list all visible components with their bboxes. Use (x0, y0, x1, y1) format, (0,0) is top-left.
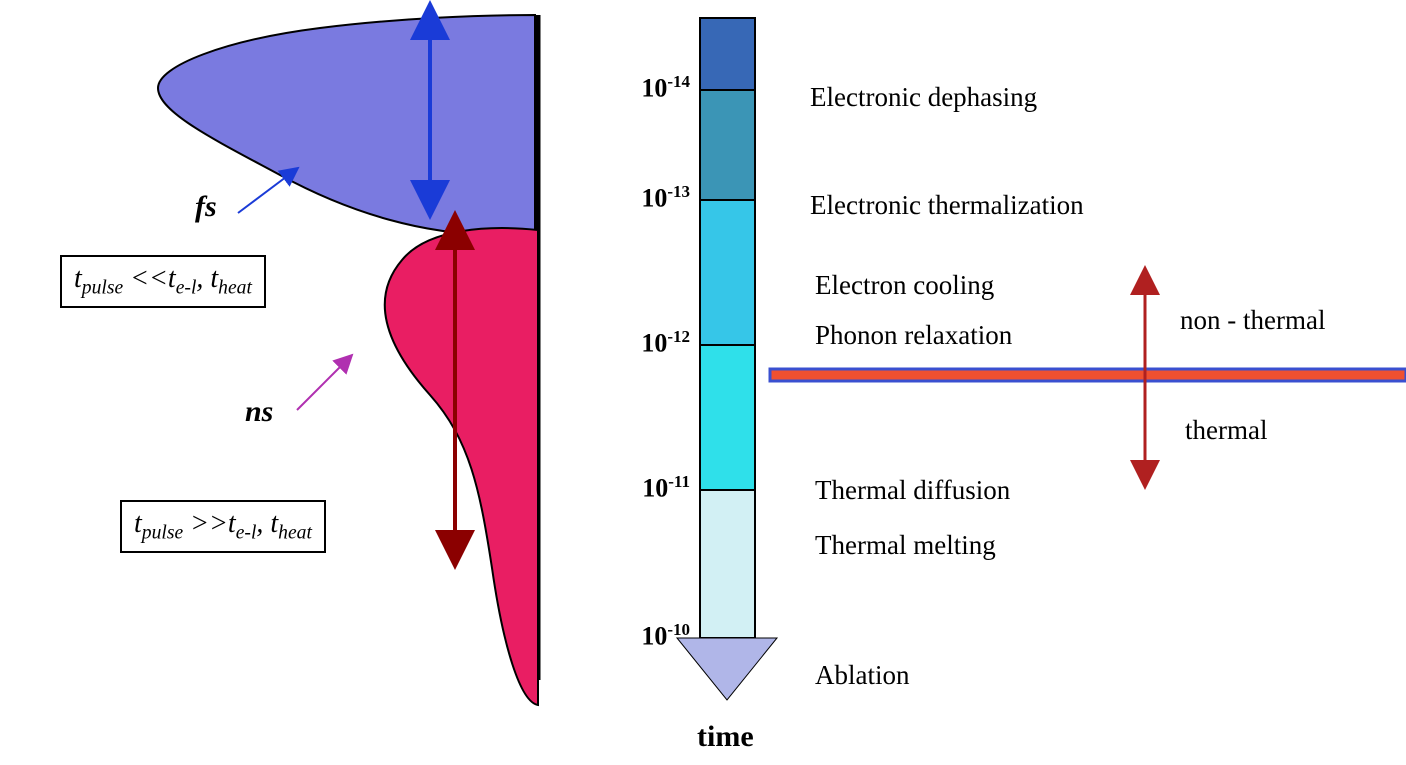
regime-arrow (0, 0, 1406, 765)
regime-label-nonthermal: non - thermal (1180, 305, 1325, 336)
regime-label-thermal: thermal (1185, 415, 1267, 446)
time-axis-title: time (697, 720, 754, 754)
